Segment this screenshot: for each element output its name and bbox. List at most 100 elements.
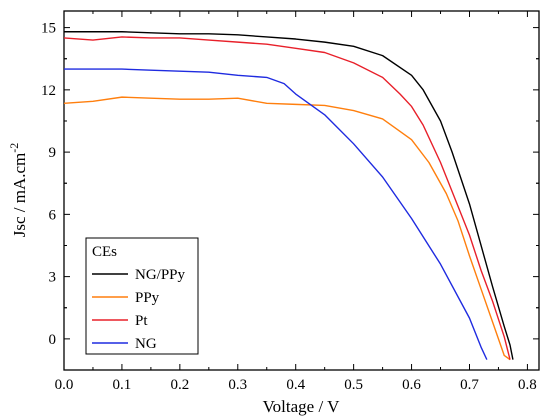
series-line-ng-ppy	[64, 31, 514, 360]
data-point-ng	[295, 93, 296, 94]
data-point-ppy	[150, 98, 151, 99]
data-point-ng-ppy	[480, 245, 481, 246]
legend-box	[85, 237, 199, 355]
data-point-ppy	[92, 101, 93, 102]
data-point-ppy	[469, 255, 470, 256]
series-line-ppy	[64, 96, 511, 361]
data-point-pt	[411, 106, 412, 107]
data-point-ng-ppy	[266, 36, 267, 37]
data-point-pt	[382, 77, 383, 78]
data-point-ng-ppy	[382, 55, 383, 56]
data-point-ng-ppy	[179, 33, 180, 34]
data-point-pt	[208, 39, 209, 40]
data-point-ng	[208, 72, 209, 73]
y-axis-title: Jsc / mA.cm-2	[7, 143, 29, 238]
data-point-pt	[469, 235, 470, 236]
plot-frame	[63, 10, 540, 371]
data-point-ng	[179, 71, 180, 72]
data-point-ppy	[382, 118, 383, 119]
x-tick-label: 0.3	[228, 377, 247, 393]
data-point-pt	[295, 48, 296, 49]
data-point-ng-ppy	[411, 75, 412, 76]
data-point-pt	[509, 359, 510, 360]
series-line-pt	[64, 36, 511, 360]
x-tick-label: 0.8	[518, 377, 537, 393]
legend-label-ng: NG	[135, 336, 157, 352]
data-point-pt	[324, 52, 325, 53]
data-point-pt	[423, 125, 424, 126]
data-point-ng	[480, 347, 481, 348]
data-point-ppy	[353, 110, 354, 111]
data-point-ng	[469, 318, 470, 319]
data-point-ng-ppy	[452, 152, 453, 153]
data-point-pt	[92, 39, 93, 40]
data-point-pt	[353, 62, 354, 63]
data-point-ng-ppy	[353, 46, 354, 47]
data-point-ng	[266, 77, 267, 78]
data-point-ppy	[237, 98, 238, 99]
data-point-ppy	[504, 355, 505, 356]
data-point-pt	[121, 36, 122, 37]
data-point-ng	[284, 83, 285, 84]
data-point-ng	[121, 69, 122, 70]
data-point-pt	[440, 162, 441, 163]
data-point-pt	[452, 191, 453, 192]
y-tick-label: 12	[41, 83, 56, 99]
y-tick-label: 0	[49, 332, 57, 348]
data-point-ng	[440, 264, 441, 265]
y-axis-title-sup: -2	[7, 143, 21, 153]
data-point-ppy	[295, 104, 296, 105]
data-point-ng-ppy	[237, 34, 238, 35]
y-tick-label: 9	[49, 145, 57, 161]
data-point-ppy	[411, 139, 412, 140]
data-point-ppy	[428, 162, 429, 163]
x-tick-label: 0.7	[460, 377, 479, 393]
axis-ticks: 0.0 0.1 0.2 0.3 0.4 0.5 0.6 0.7 0.8 0 3 6 9 12 15	[41, 11, 539, 393]
data-point-pt	[237, 42, 238, 43]
data-point-ppy	[457, 220, 458, 221]
x-tick-label: 0.2	[170, 377, 189, 393]
data-point-ng-ppy	[492, 286, 493, 287]
data-point-ng-ppy	[92, 31, 93, 32]
data-point-pt	[399, 93, 400, 94]
data-point-ng-ppy	[504, 326, 505, 327]
y-axis-title-main: Jsc / mA.cm	[10, 153, 29, 238]
data-point-ng-ppy	[440, 120, 441, 121]
data-point-pt	[480, 270, 481, 271]
data-point-pt	[150, 37, 151, 38]
data-point-ppy	[266, 103, 267, 104]
series-lines	[64, 31, 514, 361]
data-point-ng-ppy	[295, 38, 296, 39]
data-point-ng	[150, 70, 151, 71]
x-tick-label: 0.6	[402, 377, 421, 393]
data-point-ppy	[480, 288, 481, 289]
data-point-ppy	[121, 97, 122, 98]
x-tick-label: 0.1	[113, 377, 132, 393]
data-point-ppy	[492, 322, 493, 323]
legend: CEs NG/PPy PPy Pt NG	[85, 237, 199, 355]
data-point-ng-ppy	[509, 344, 510, 345]
x-tick-label: 0.4	[286, 377, 305, 393]
y-tick-label: 15	[41, 21, 56, 37]
legend-label-pt: Pt	[135, 313, 148, 329]
data-point-ng	[411, 218, 412, 219]
data-point-pt	[492, 301, 493, 302]
legend-label-ppy: PPy	[135, 290, 160, 306]
data-point-ppy	[208, 99, 209, 100]
x-tick-label: 0.0	[55, 377, 74, 393]
data-point-ng	[92, 69, 93, 70]
y-tick-label: 3	[49, 270, 57, 286]
data-point-ng-ppy	[512, 359, 513, 360]
data-point-ppy	[446, 193, 447, 194]
data-point-ng-ppy	[423, 89, 424, 90]
legend-label-ng-ppy: NG/PPy	[135, 267, 186, 283]
data-point-ppy	[179, 99, 180, 100]
legend-title: CEs	[92, 244, 117, 260]
x-tick-label: 0.5	[344, 377, 363, 393]
data-point-ng-ppy	[121, 31, 122, 32]
data-point-pt	[179, 37, 180, 38]
data-point-ppy	[324, 105, 325, 106]
data-point-ng	[324, 114, 325, 115]
data-point-ng-ppy	[208, 33, 209, 34]
